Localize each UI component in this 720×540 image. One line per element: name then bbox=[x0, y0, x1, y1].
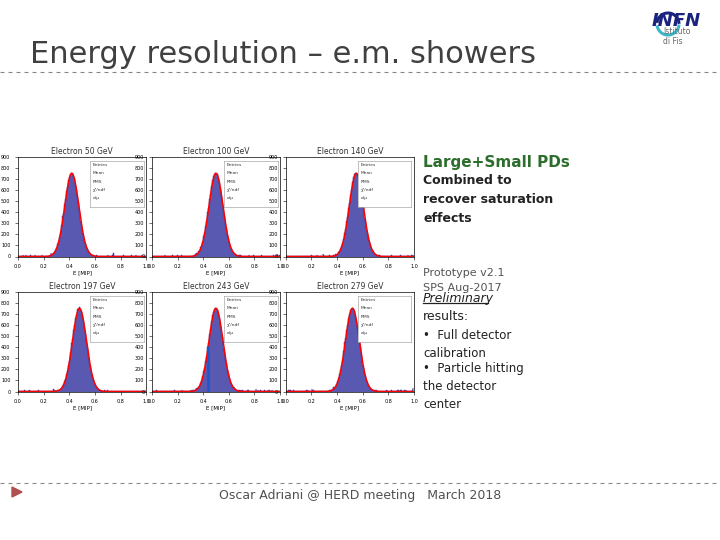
Polygon shape bbox=[12, 487, 22, 497]
Text: Prototype v2.1
SPS Aug-2017: Prototype v2.1 SPS Aug-2017 bbox=[423, 268, 505, 293]
Text: Combined to
recover saturation
effects: Combined to recover saturation effects bbox=[423, 174, 553, 225]
Text: •  Full detector
calibration: • Full detector calibration bbox=[423, 329, 511, 360]
Text: Energy resolution – e.m. showers: Energy resolution – e.m. showers bbox=[30, 40, 536, 69]
Title: Electron 243 GeV: Electron 243 GeV bbox=[183, 282, 249, 291]
Text: INFN: INFN bbox=[652, 12, 701, 30]
X-axis label: E [MIP]: E [MIP] bbox=[73, 406, 91, 410]
Title: Electron 140 GeV: Electron 140 GeV bbox=[317, 147, 383, 156]
X-axis label: E [MIP]: E [MIP] bbox=[73, 271, 91, 275]
Text: Preliminary: Preliminary bbox=[423, 292, 494, 305]
Text: results:: results: bbox=[423, 310, 469, 323]
X-axis label: E [MIP]: E [MIP] bbox=[341, 406, 359, 410]
X-axis label: E [MIP]: E [MIP] bbox=[207, 271, 225, 275]
Title: Electron 100 GeV: Electron 100 GeV bbox=[183, 147, 249, 156]
Title: Electron 197 GeV: Electron 197 GeV bbox=[49, 282, 115, 291]
X-axis label: E [MIP]: E [MIP] bbox=[341, 271, 359, 275]
Text: Large+Small PDs: Large+Small PDs bbox=[423, 155, 570, 170]
Text: Oscar Adriani @ HERD meeting   March 2018: Oscar Adriani @ HERD meeting March 2018 bbox=[219, 489, 501, 503]
X-axis label: E [MIP]: E [MIP] bbox=[207, 406, 225, 410]
Text: •  Particle hitting
the detector
center: • Particle hitting the detector center bbox=[423, 362, 523, 411]
Title: Electron 279 GeV: Electron 279 GeV bbox=[317, 282, 383, 291]
Text: Istituto
di Fis: Istituto di Fis bbox=[663, 27, 690, 46]
Title: Electron 50 GeV: Electron 50 GeV bbox=[51, 147, 113, 156]
